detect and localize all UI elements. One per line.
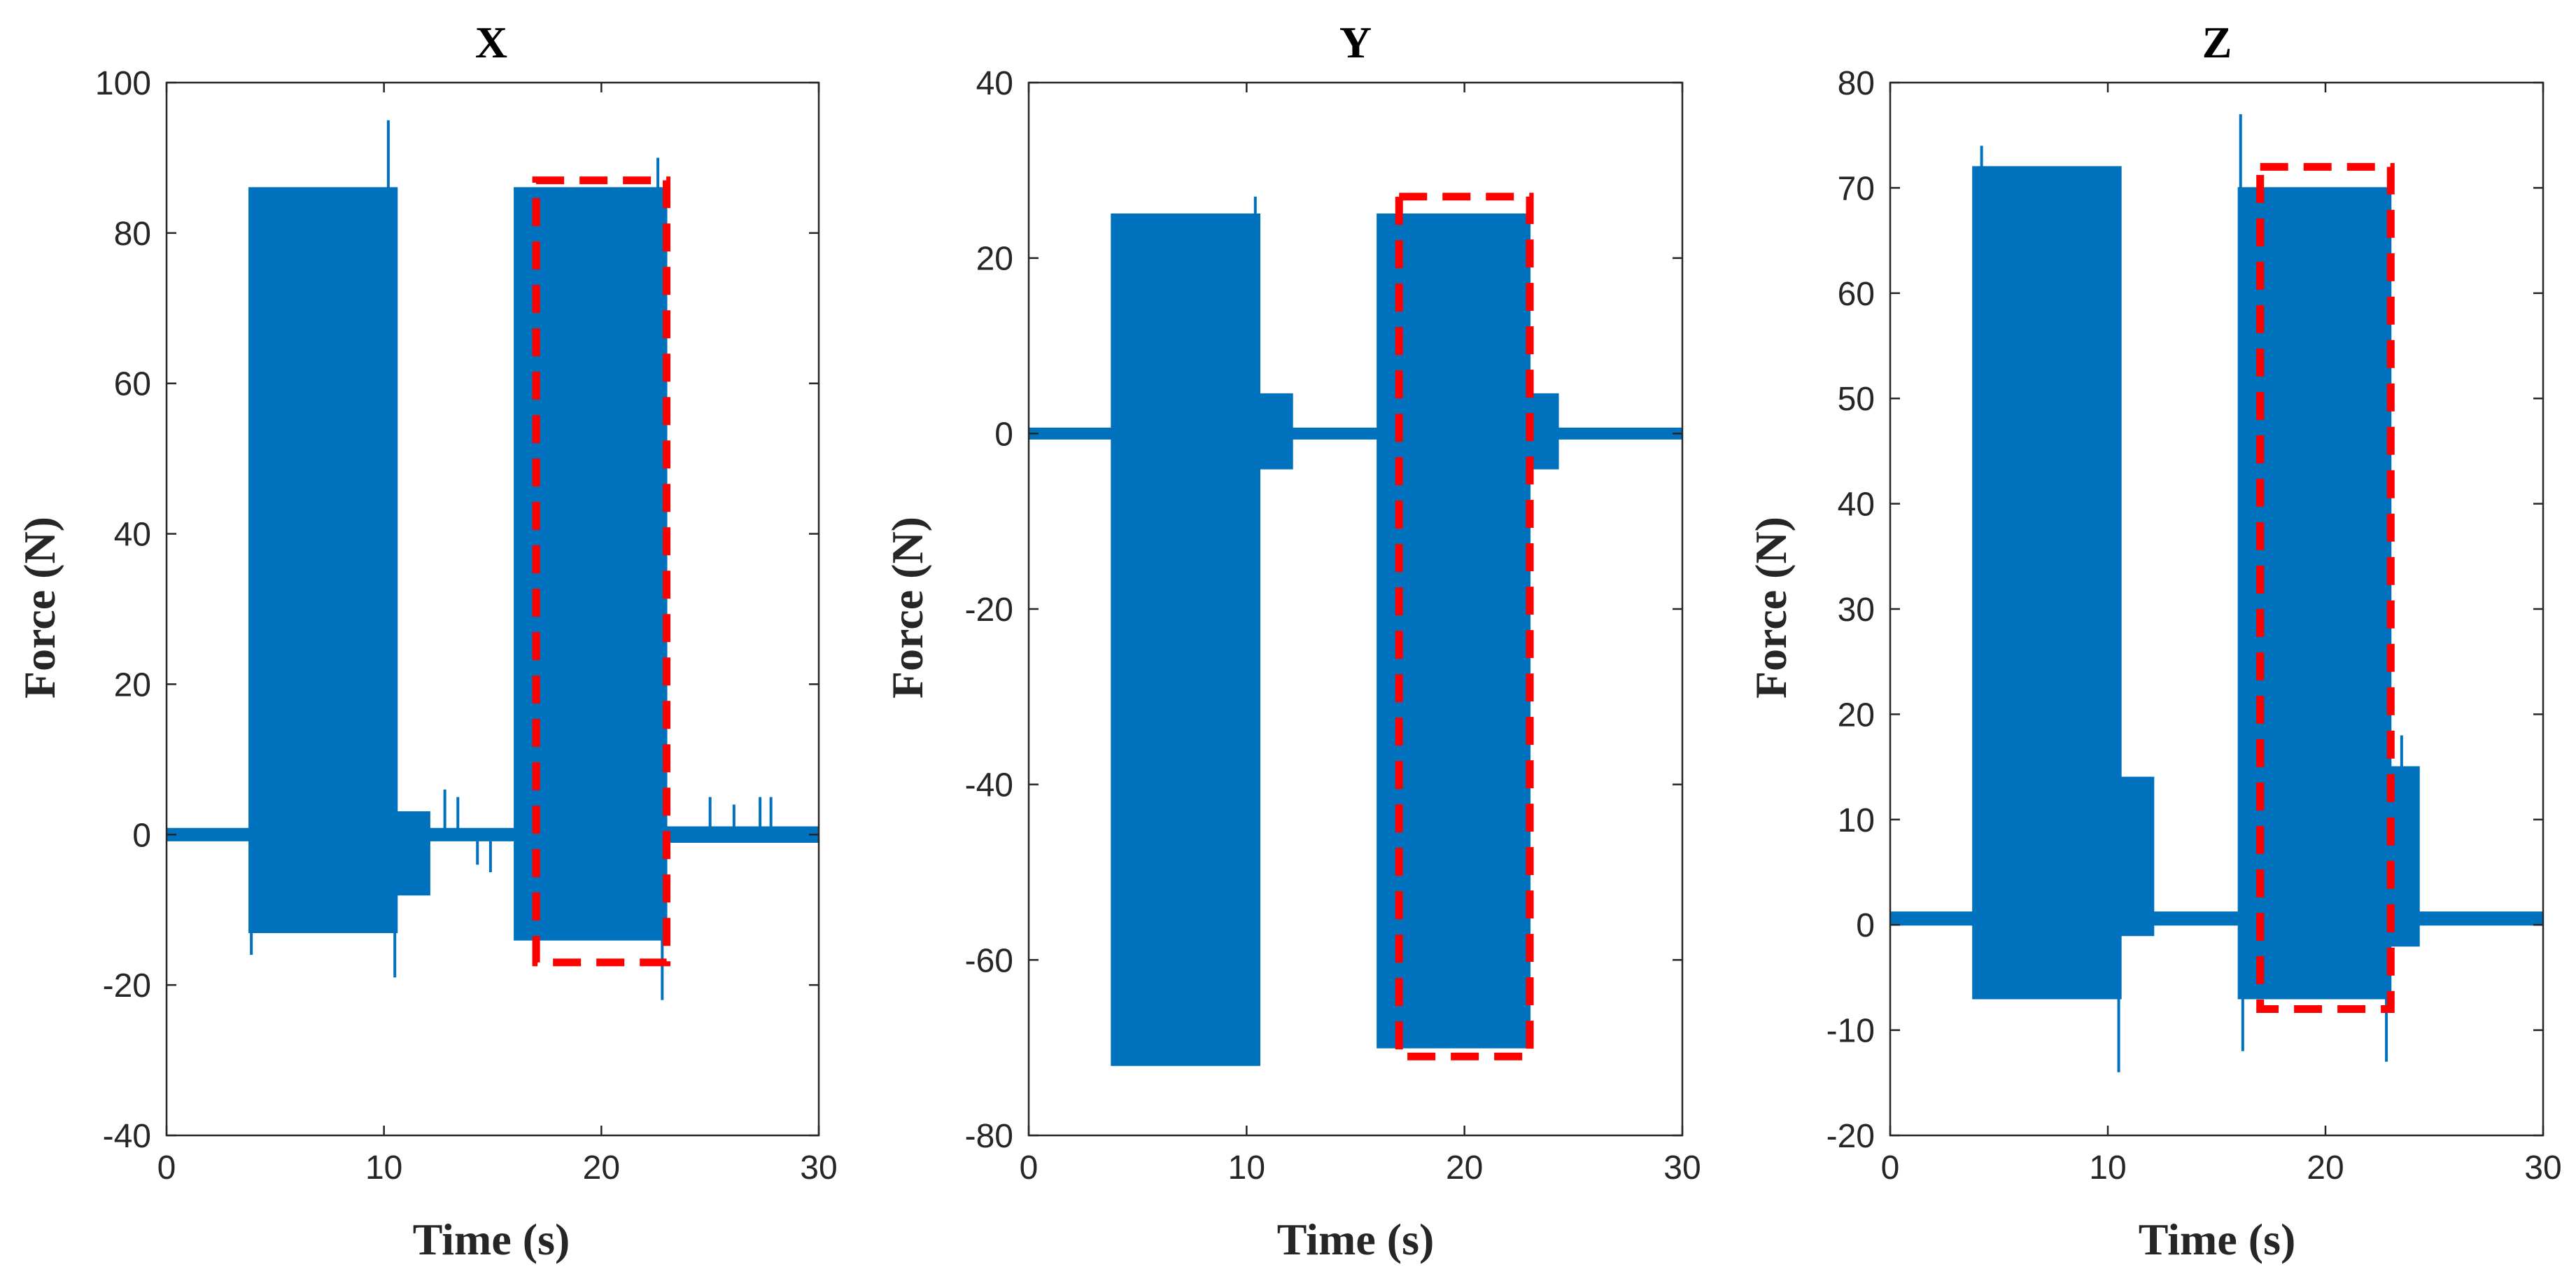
highlight-box xyxy=(2256,162,2395,1014)
y-tick-label: -20 xyxy=(1827,1118,1875,1155)
highlight-box xyxy=(1395,192,1534,1060)
y-tick-label: 30 xyxy=(1838,592,1875,629)
x-tick-label: 0 xyxy=(1881,1149,1900,1186)
y-tick-label: 80 xyxy=(1838,65,1875,102)
y-tick-label: 70 xyxy=(1838,170,1875,207)
y-tick-label: 80 xyxy=(114,216,151,253)
x-tick-label: 0 xyxy=(1020,1149,1039,1186)
y-tick-label: -60 xyxy=(965,942,1013,979)
y-axis-label: Force (N) xyxy=(15,517,64,699)
x-axis-label: Time (s) xyxy=(1277,1214,1435,1264)
x-tick-label: 20 xyxy=(1446,1149,1483,1186)
y-tick-label: 20 xyxy=(976,241,1013,278)
y-tick-label: 0 xyxy=(1856,907,1875,944)
y-tick-label: 50 xyxy=(1838,381,1875,418)
y-tick-label: 40 xyxy=(1838,486,1875,524)
x-tick-label: 30 xyxy=(1663,1149,1701,1186)
axes-frame xyxy=(165,81,820,1137)
x-tick-label: 30 xyxy=(2524,1149,2561,1186)
panel-x: X Time (s) Force (N) 0 10 20 30 -40 -20 0 20 40 6… xyxy=(15,18,838,1264)
y-tick-label: 60 xyxy=(114,366,151,403)
x-tick-label: 0 xyxy=(157,1149,176,1186)
x-tick-label: 20 xyxy=(2307,1149,2344,1186)
x-tick-label: 10 xyxy=(365,1149,402,1186)
panel-title: Y xyxy=(1339,18,1372,67)
x-axis-label: Time (s) xyxy=(413,1214,570,1264)
x-tick-label: 30 xyxy=(800,1149,837,1186)
y-tick-label: -20 xyxy=(103,967,151,1004)
x-axis-label: Time (s) xyxy=(2139,1214,2296,1264)
y-axis-label: Force (N) xyxy=(882,517,932,699)
x-tick-label: 10 xyxy=(2089,1149,2126,1186)
plot-area xyxy=(1889,114,2544,1072)
y-tick-label: 10 xyxy=(1838,802,1875,839)
x-tick-label: 10 xyxy=(1228,1149,1265,1186)
y-tick-label: 20 xyxy=(1838,696,1875,734)
y-tick-label: 0 xyxy=(132,817,151,854)
y-tick-label: -20 xyxy=(965,592,1013,629)
highlight-box xyxy=(532,176,671,967)
y-tick-label: 0 xyxy=(994,416,1013,453)
plot-area xyxy=(1028,196,1683,1066)
y-tick-label: -80 xyxy=(965,1118,1013,1155)
y-tick-label: 100 xyxy=(95,65,151,102)
panel-title: Z xyxy=(2202,18,2232,67)
y-tick-label: -10 xyxy=(1827,1013,1875,1050)
panel-y: Y Time (s) Force (N) 0 10 20 30 -80 -60 -40 -20… xyxy=(882,18,1701,1264)
y-tick-label: 20 xyxy=(114,666,151,704)
y-tick-label: -40 xyxy=(103,1118,151,1155)
panel-z: Z Time (s) Force (N) 0 10 20 30 -20 -10 0 10 20 3… xyxy=(1746,18,2562,1264)
panel-title: X xyxy=(475,18,507,67)
y-axis-label: Force (N) xyxy=(1746,517,1796,699)
y-tick-label: -40 xyxy=(965,767,1013,804)
y-tick-label: 40 xyxy=(114,517,151,554)
x-tick-label: 20 xyxy=(583,1149,620,1186)
y-tick-label: 60 xyxy=(1838,276,1875,313)
y-tick-label: 40 xyxy=(976,65,1013,102)
